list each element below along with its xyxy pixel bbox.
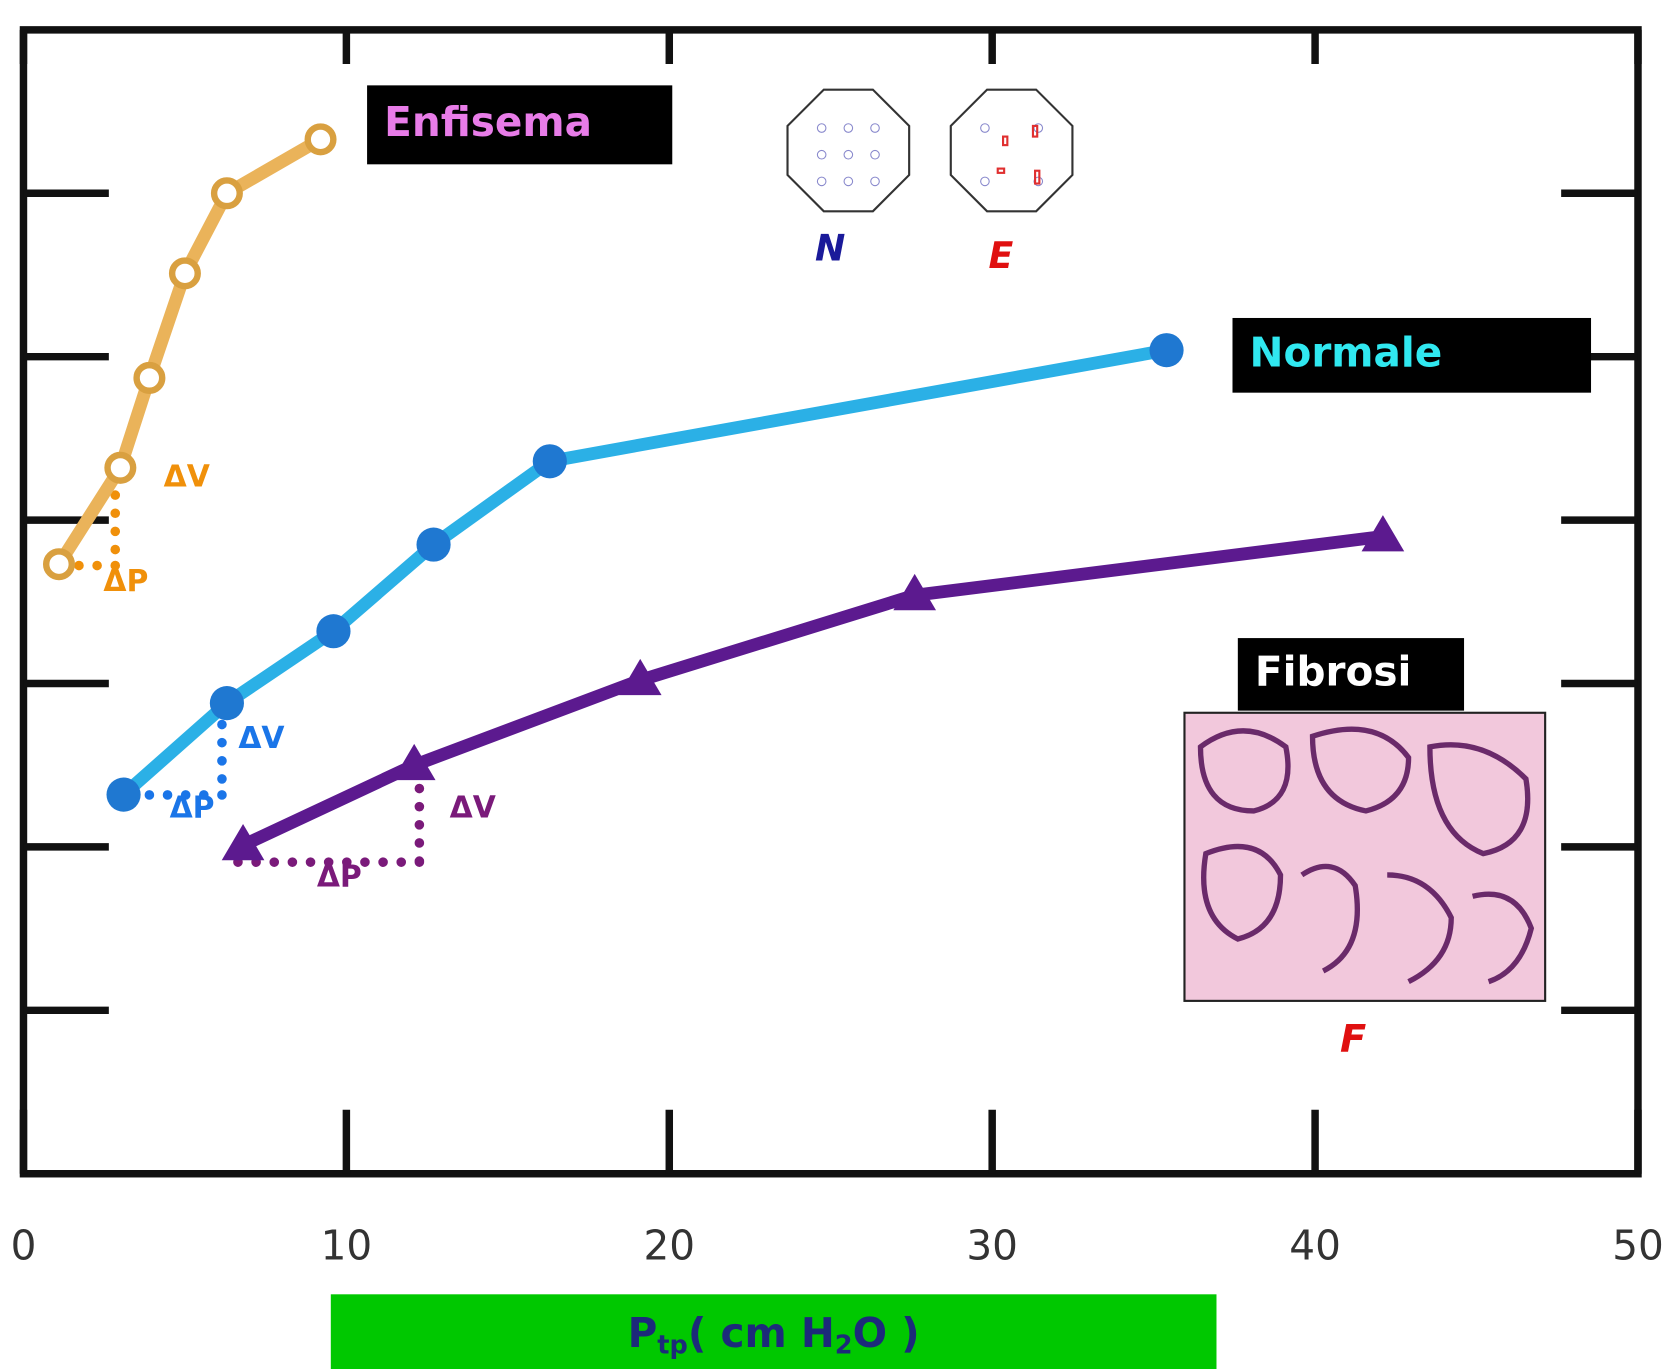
point bbox=[137, 365, 163, 391]
annotation: ΔP bbox=[103, 564, 148, 599]
point bbox=[316, 614, 350, 648]
x-label-part: P bbox=[628, 1309, 658, 1357]
annotation: F bbox=[1340, 1017, 1366, 1062]
point bbox=[214, 180, 240, 206]
point bbox=[416, 528, 450, 562]
x-tick-label: 50 bbox=[1612, 1221, 1664, 1269]
point bbox=[107, 778, 141, 812]
x-tick-label: 30 bbox=[966, 1221, 1018, 1269]
x-label-part: ( cm H bbox=[688, 1309, 835, 1357]
annotation: ΔP bbox=[317, 860, 362, 895]
x-label-part: O ) bbox=[853, 1309, 920, 1357]
x-tick-label: 0 bbox=[11, 1221, 37, 1269]
legend-label: Fibrosi bbox=[1255, 647, 1411, 695]
annotation: ΔV bbox=[164, 460, 210, 495]
annotation: ΔV bbox=[238, 721, 284, 756]
point bbox=[1149, 333, 1183, 367]
x-label-subscript: 2 bbox=[835, 1331, 853, 1361]
point bbox=[210, 686, 244, 720]
chart: Ptp( cm H2O ) 0 10 20 30 40 50 Enfisema Normale… bbox=[0, 0, 1670, 1369]
annotation: E bbox=[989, 234, 1014, 277]
annotation: ΔP bbox=[170, 790, 215, 825]
point bbox=[108, 455, 134, 481]
x-label-subscript: tp bbox=[657, 1331, 688, 1361]
legend-label: Enfisema bbox=[384, 98, 592, 146]
page: Ptp( cm H2O ) 0 10 20 30 40 50 Enfisema Normale… bbox=[0, 0, 1670, 1369]
histology-image bbox=[1184, 713, 1545, 1001]
point bbox=[46, 551, 72, 577]
point bbox=[308, 127, 334, 153]
annotation: N bbox=[815, 227, 845, 270]
point bbox=[172, 261, 198, 287]
x-tick-label: 40 bbox=[1289, 1221, 1341, 1269]
x-tick-label: 20 bbox=[643, 1221, 695, 1269]
x-tick-label: 10 bbox=[321, 1221, 373, 1269]
point bbox=[533, 444, 567, 478]
legend-label: Normale bbox=[1250, 328, 1443, 376]
annotation: ΔV bbox=[450, 790, 496, 825]
